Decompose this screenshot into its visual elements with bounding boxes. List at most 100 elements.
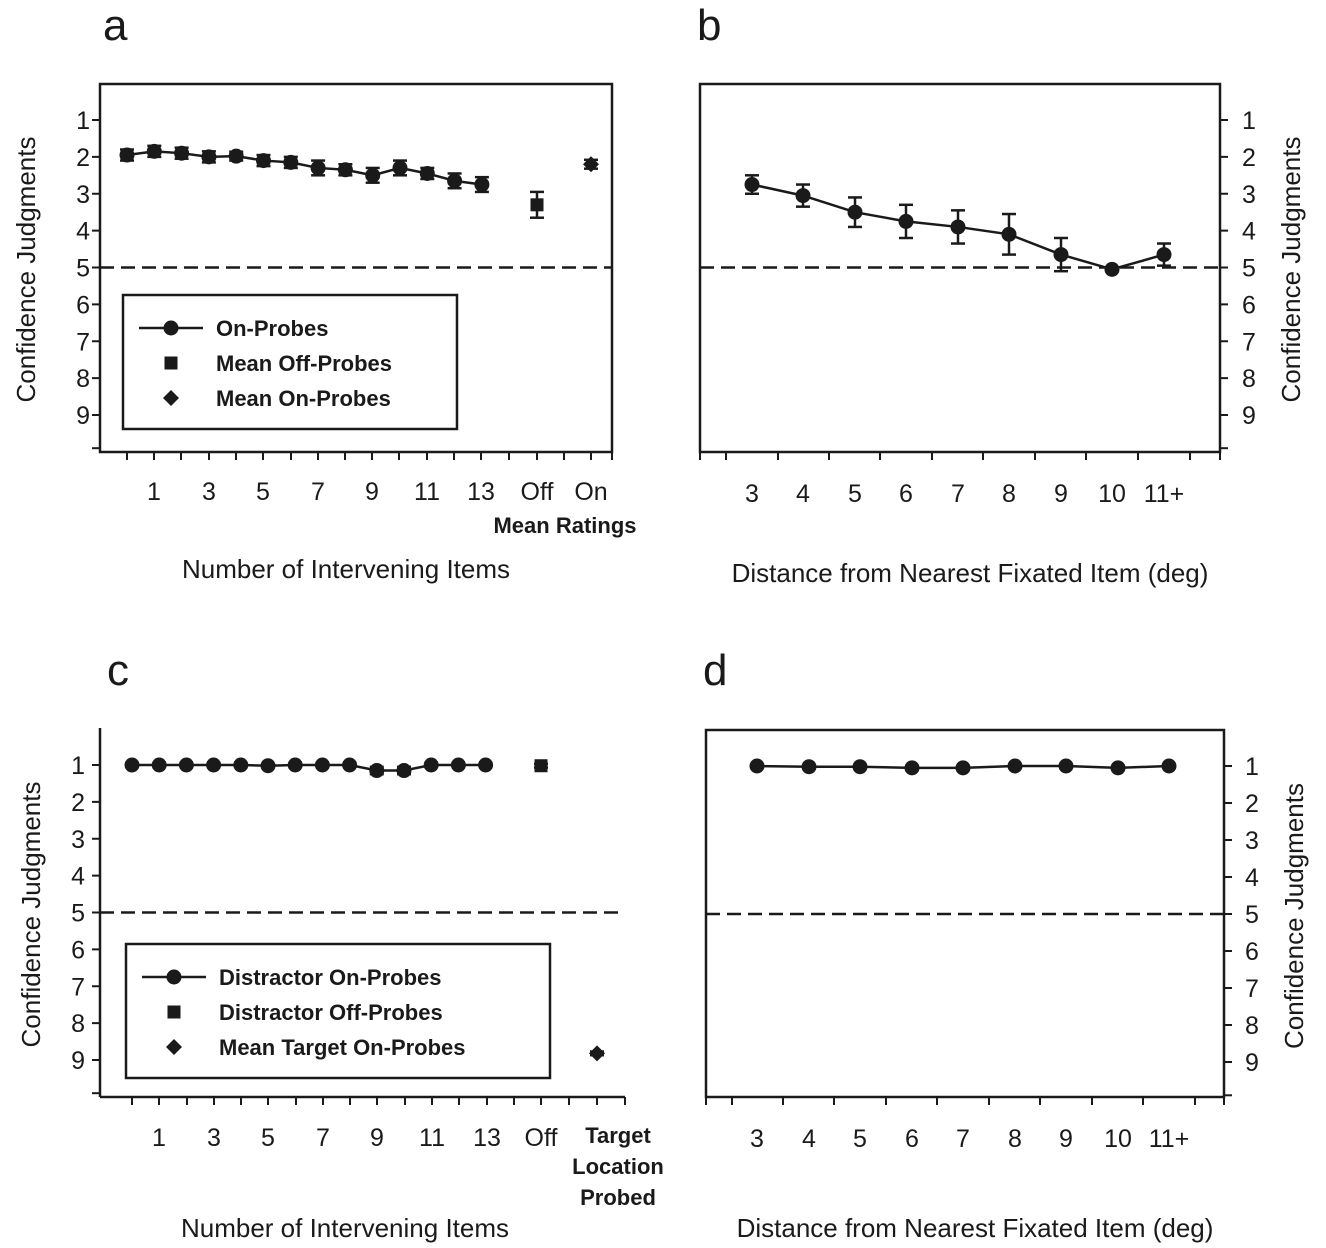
legend-marker <box>167 1005 181 1019</box>
series-on-probes-point <box>801 759 817 775</box>
series-on-probes-point <box>1007 758 1023 774</box>
series-mean-off-probes-point <box>530 198 544 212</box>
x-tick-label: 1 <box>147 478 161 506</box>
x-tick-label: 6 <box>899 480 913 508</box>
y-tick-label: 8 <box>76 365 90 393</box>
x-tick-label: 7 <box>311 478 325 506</box>
series-on-probes-point <box>228 148 244 164</box>
x-tick-label: 3 <box>745 480 759 508</box>
series-on-probes-point <box>744 177 760 193</box>
legend-label: On-Probes <box>216 316 328 341</box>
x-tick-label: 8 <box>1002 480 1016 508</box>
y-tick-label: 4 <box>71 863 85 891</box>
x-tick-label: 5 <box>853 1125 867 1153</box>
x-tick-label: 5 <box>848 480 862 508</box>
legend-marker <box>166 969 182 985</box>
series-on-probes-point <box>795 188 811 204</box>
x-tick-label: 5 <box>261 1124 275 1152</box>
x-axis-label: Distance from Nearest Fixated Item (deg) <box>737 1213 1214 1243</box>
y-tick-label: 3 <box>1245 827 1259 855</box>
x-axis-label: Number of Intervening Items <box>182 554 510 584</box>
y-tick-label: 1 <box>1242 107 1256 135</box>
series-distractor-on-probes-point <box>369 763 385 779</box>
series-on-probes-point <box>256 153 271 169</box>
x-tick-label: 3 <box>207 1124 221 1152</box>
x-group-label-line: Location <box>572 1154 664 1179</box>
series-on-probes-point <box>283 154 299 170</box>
y-tick-label: 1 <box>71 752 85 780</box>
series-on-probes-point <box>119 147 135 163</box>
series-distractor-on-probes-point <box>233 757 249 773</box>
series-on-probes-point <box>749 758 765 774</box>
x-tick-label: 4 <box>796 480 810 508</box>
y-tick-label: 7 <box>71 973 85 1001</box>
y-tick-label: 7 <box>76 328 90 356</box>
y-axis-label: Confidence Judgments <box>1276 137 1306 403</box>
panel-d: d 1 2 3 4 5 6 7 8 9 Confidence Judgments Distance f… <box>703 646 1309 1243</box>
x-tick-label: 9 <box>1054 480 1068 508</box>
legend-label: Distractor Off-Probes <box>219 1000 443 1025</box>
legend-marker <box>164 356 178 370</box>
x-tick-label: 7 <box>951 480 965 508</box>
y-tick-label: 3 <box>71 826 85 854</box>
y-tick-label: 1 <box>1245 753 1259 781</box>
x-tick-label: 1 <box>152 1124 166 1152</box>
x-tick-label: On <box>574 478 607 506</box>
series-on-probes-point <box>852 759 868 775</box>
y-tick-label: 5 <box>71 900 85 928</box>
series-distractor-on-probes-point <box>287 757 303 773</box>
legend-label: Mean On-Probes <box>216 386 391 411</box>
series-on-probes-point <box>146 143 162 159</box>
panel-b: b 1 2 3 4 5 6 7 8 9 Confidence Judgments Distance f… <box>697 1 1306 588</box>
series-on-probes-point <box>898 213 914 229</box>
x-tick-label: 7 <box>956 1125 970 1153</box>
y-tick-label: 8 <box>71 1010 85 1038</box>
x-tick-label: Off <box>521 478 554 506</box>
series-distractor-on-probes-point <box>178 757 194 773</box>
x-tick-label: Off <box>525 1124 558 1152</box>
series-on-probes-point <box>174 145 190 161</box>
x-tick-label: 4 <box>802 1125 816 1153</box>
x-tick-label: 8 <box>1008 1125 1022 1153</box>
y-tick-label: 9 <box>71 1047 85 1075</box>
legend-label: Mean Off-Probes <box>216 351 392 376</box>
x-tick-label: 13 <box>467 478 495 506</box>
x-tick-label: 10 <box>1098 480 1126 508</box>
x-tick-label: 3 <box>202 478 216 506</box>
series-on-probes-point <box>419 165 435 181</box>
y-tick-label: 6 <box>1245 938 1259 966</box>
panel-c: c 1 2 3 4 5 6 7 8 9 Confidence Judgments Number of … <box>16 646 664 1243</box>
x-tick-label: 10 <box>1104 1125 1132 1153</box>
y-tick-label: 5 <box>76 255 90 283</box>
y-tick-label: 2 <box>76 144 90 172</box>
y-tick-label: 7 <box>1242 328 1256 356</box>
y-tick-label: 6 <box>1242 291 1256 319</box>
y-tick-label: 4 <box>76 218 90 246</box>
series-distractor-on-probes-point <box>450 757 466 773</box>
series-distractor-on-probes-point <box>478 757 494 773</box>
y-axis-label: Confidence Judgments <box>11 137 41 403</box>
x-group-label-line: Target <box>585 1123 651 1148</box>
series-on-probes-point <box>1161 758 1177 774</box>
x-group-label: Mean Ratings <box>493 513 636 538</box>
series-distractor-on-probes-point <box>396 763 412 779</box>
series-distractor-off-probes-point <box>534 759 548 773</box>
x-tick-label: 13 <box>473 1124 501 1152</box>
panel-a: a 1 2 3 4 5 6 7 8 9 Confidence Judgments Number of … <box>11 1 637 584</box>
y-tick-label: 9 <box>1245 1049 1259 1077</box>
y-tick-label: 1 <box>76 107 90 135</box>
y-tick-label: 8 <box>1245 1012 1259 1040</box>
x-tick-label: 11 <box>414 478 440 506</box>
x-tick-label: 11+ <box>1144 480 1185 508</box>
y-tick-label: 4 <box>1245 864 1259 892</box>
series-on-probes-point <box>1110 760 1126 776</box>
x-tick-label: 9 <box>365 478 379 506</box>
series-on-probes-point <box>1053 247 1069 263</box>
series-on-probes-point <box>337 162 353 178</box>
series-on-probes-point <box>1001 226 1017 242</box>
panel-letter-c: c <box>107 646 129 695</box>
x-tick-label: 11 <box>419 1124 445 1152</box>
series-on-probes-point <box>310 160 326 176</box>
x-tick-label: 7 <box>316 1124 330 1152</box>
